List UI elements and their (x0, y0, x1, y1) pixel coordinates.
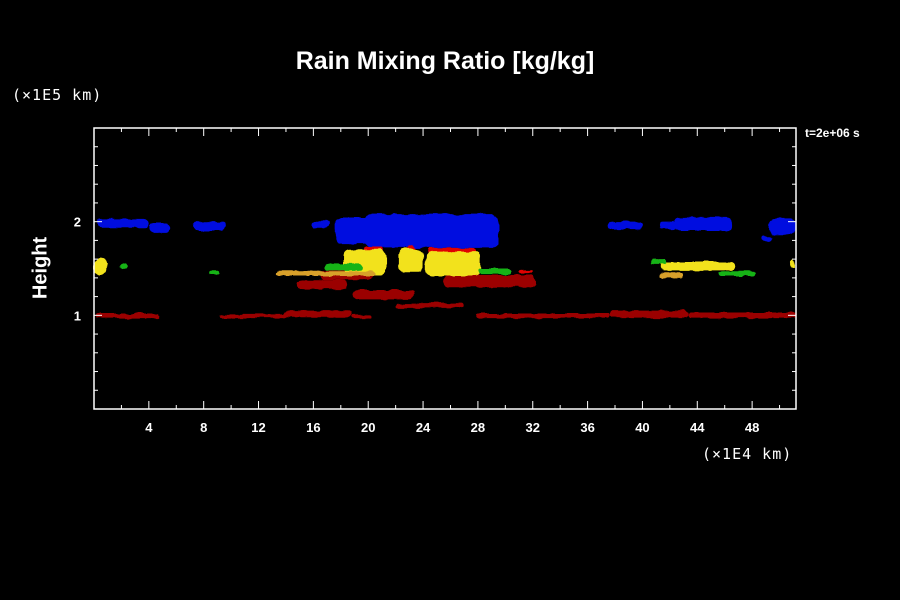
rain-region-green-38 (209, 271, 221, 276)
rain-region-darkred-17 (296, 279, 348, 290)
rain-region-blue-1 (148, 223, 171, 233)
rain-region-darkred-19 (443, 275, 536, 288)
x-tick-label-12: 12 (251, 420, 265, 435)
plot-frame (93, 127, 797, 410)
rain-region-darkred-20 (395, 303, 465, 308)
x-tick-label-16: 16 (306, 420, 320, 435)
rain-region-blue-8 (658, 221, 677, 230)
rain-region-blue-7 (608, 221, 643, 230)
y-tick-label-2: 2 (74, 215, 81, 230)
rain-region-green-37 (120, 262, 129, 271)
rain-region-darkred-13 (220, 314, 286, 319)
rain-region-yellow-32 (660, 261, 736, 271)
x-axis: 4 8 12 16 20 24 28 32 36 40 44 48 (120, 128, 781, 435)
rain-field (94, 214, 796, 319)
x-tick-label-24: 24 (416, 420, 431, 435)
rain-region-darkred-14 (283, 310, 352, 318)
rain-region-blue-6 (472, 223, 495, 241)
time-stamp: t=2e+06 s (805, 126, 860, 140)
rain-region-blue-10 (768, 218, 796, 235)
rain-region-darkred-15 (351, 314, 371, 319)
x-tick-label-28: 28 (471, 420, 485, 435)
rain-region-red-27 (519, 270, 533, 274)
rain-region-darkred-22 (609, 310, 688, 319)
rain-region-yellow-29 (343, 249, 387, 276)
x-tick-label-40: 40 (635, 420, 649, 435)
x-tick-label-4: 4 (145, 420, 153, 435)
rain-region-darkred-16 (353, 290, 414, 300)
y-axis: 12 (74, 146, 796, 391)
rain-region-blue-5 (365, 214, 499, 248)
chart-title: Rain Mixing Ratio [kg/kg] (295, 47, 595, 75)
x-tick-label-48: 48 (745, 420, 759, 435)
rain-region-blue-3 (312, 220, 330, 229)
rain-region-yellow-28 (94, 259, 107, 276)
x-tick-label-20: 20 (361, 420, 375, 435)
rain-region-darkred-12 (95, 313, 160, 319)
rain-region-blue-11 (761, 235, 773, 242)
rain-region-green-40 (650, 259, 668, 264)
rain-region-blue-0 (96, 218, 149, 229)
x-tick-label-44: 44 (690, 420, 705, 435)
rain-region-darkred-21 (475, 313, 610, 319)
x-tick-label-8: 8 (200, 420, 207, 435)
x-tick-label-32: 32 (526, 420, 540, 435)
rain-region-blue-9 (673, 217, 732, 232)
rain-region-green-41 (719, 271, 755, 276)
rain-region-yellow-31 (425, 251, 481, 276)
rain-region-green-36 (324, 263, 362, 271)
x-tick-label-36: 36 (580, 420, 594, 435)
rain-region-orange-35 (658, 272, 684, 278)
y-axis-multiplier: (×1E5 km) (12, 86, 103, 104)
rain-region-orange-34 (276, 271, 376, 276)
y-tick-label-1: 1 (74, 308, 81, 323)
x-axis-multiplier: (×1E4 km) (702, 445, 793, 463)
rain-region-green-39 (477, 268, 513, 275)
rain-region-darkred-23 (687, 312, 796, 319)
rain-region-yellow-33 (790, 259, 796, 269)
rain-region-yellow-30 (398, 248, 424, 272)
rain-region-blue-2 (194, 221, 226, 232)
